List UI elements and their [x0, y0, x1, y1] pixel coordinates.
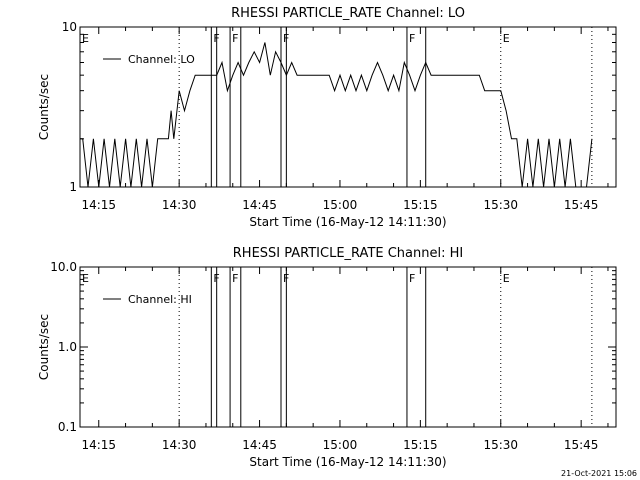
y-axis-label: Counts/sec	[37, 74, 51, 140]
x-tick-label: 15:15	[403, 198, 438, 212]
x-tick-label: 15:30	[483, 438, 518, 452]
y-axis-label: Counts/sec	[37, 314, 51, 380]
y-tick-label: 1.0	[58, 340, 77, 354]
event-annotation: F	[409, 32, 415, 45]
event-annotation: F	[283, 272, 289, 285]
event-annotation: E	[82, 32, 89, 45]
plot-frame	[79, 26, 617, 188]
event-annotation: F	[232, 272, 238, 285]
event-annotation: E	[503, 272, 510, 285]
x-tick-label: 14:30	[162, 438, 197, 452]
x-axis-label: Start Time (16-May-12 14:11:30)	[249, 215, 446, 229]
x-tick-label: 15:15	[403, 438, 438, 452]
event-annotation: F	[213, 32, 219, 45]
panel-hi: RHESSI PARTICLE_RATE Channel: HI 14:15 14:…	[37, 246, 617, 469]
event-annotation: F	[283, 32, 289, 45]
y-tick-label: 10	[62, 20, 77, 34]
event-annotation: F	[232, 32, 238, 45]
x-axis-label: Start Time (16-May-12 14:11:30)	[249, 455, 446, 469]
y-tick-label: 1	[69, 180, 77, 194]
x-tick-label: 14:30	[162, 198, 197, 212]
x-tick-label: 14:15	[81, 198, 116, 212]
y-tick-label: 0.1	[58, 420, 77, 434]
x-tick-label: 14:45	[242, 438, 277, 452]
legend-label: Channel: HI	[128, 293, 192, 306]
event-annotation: F	[409, 272, 415, 285]
x-tick-label: 15:30	[483, 198, 518, 212]
series-line	[80, 42, 593, 188]
plot-frame	[79, 266, 617, 428]
panel-lo: RHESSI PARTICLE_RATE Channel: LO 14:15 14:…	[37, 6, 617, 229]
x-tick-label: 15:00	[323, 438, 358, 452]
event-annotation: F	[213, 272, 219, 285]
x-tick-label: 14:45	[242, 198, 277, 212]
legend-label: Channel: LO	[128, 53, 195, 66]
y-tick-label: 10.0	[50, 260, 77, 274]
x-tick-label: 15:00	[323, 198, 358, 212]
event-annotation: E	[82, 272, 89, 285]
x-tick-label: 15:45	[564, 198, 599, 212]
x-tick-label: 14:15	[81, 438, 116, 452]
x-tick-label: 15:45	[564, 438, 599, 452]
footer-timestamp: 21-Oct-2021 15:06	[561, 469, 637, 478]
event-annotation: E	[503, 32, 510, 45]
chart-title: RHESSI PARTICLE_RATE Channel: LO	[231, 6, 465, 21]
chart-title: RHESSI PARTICLE_RATE Channel: HI	[233, 246, 463, 261]
